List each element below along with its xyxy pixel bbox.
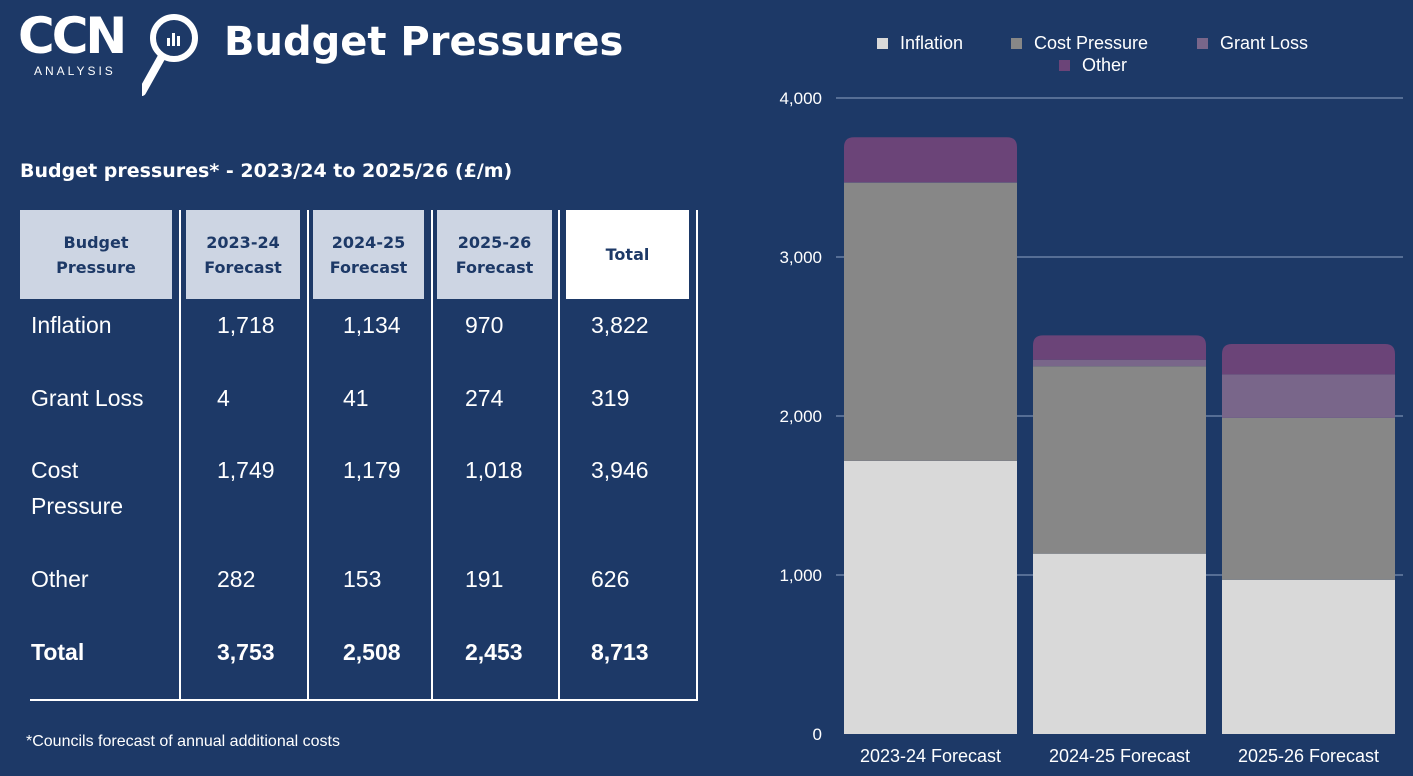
table-cell-total: 3,753 [217,639,275,665]
legend-label: Grant Loss [1220,33,1308,53]
legend-label: Inflation [900,33,963,53]
y-tick-label: 4,000 [779,89,822,108]
table-cell: 191 [465,566,504,592]
bar-segment-inflation [1033,553,1206,734]
page-title: Budget Pressures [224,19,624,65]
table-bottom-rule [30,699,698,701]
table-cell: 1,718 [217,312,275,338]
header-2024-25: 2024-25 Forecast [313,210,424,299]
x-tick-label: 2023-24 Forecast [860,746,1001,766]
row-label-cost-pressure: Cost Pressure [31,457,124,519]
x-tick-label: 2024-25 Forecast [1049,746,1190,766]
footnote: *Councils forecast of annual additional … [26,733,340,750]
y-tick-label: 1,000 [779,566,822,585]
table-divider [696,210,698,700]
y-tick-label: 2,000 [779,407,822,426]
table-cell: 3,946 [591,457,649,483]
table-cell: 1,018 [465,457,523,483]
ccn-logo: CCN ANALYSIS [16,6,201,96]
table-cell: 282 [217,566,256,592]
bar-segment-grant-loss [1033,359,1206,367]
row-label-inflation: Inflation [31,312,112,338]
magnifier-icon [142,14,198,96]
y-tick-label: 0 [813,725,822,744]
legend-label: Other [1082,55,1127,75]
row-label-other: Other [31,566,89,592]
header-2023-24: 2023-24 Forecast [186,210,300,299]
table-divider [307,210,309,700]
bar-segment-grant-loss [844,182,1017,183]
table-cell: 1,179 [343,457,401,483]
header-budget-pressure: Budget Pressure [20,210,172,299]
table-divider [179,210,181,700]
table-cell: 319 [591,385,630,411]
table-divider [431,210,433,700]
table-cell: 41 [343,385,369,411]
legend-swatch [877,38,888,49]
bar-segment-other [1033,335,1206,360]
legend-swatch [1011,38,1022,49]
header-total: Total [566,210,689,299]
header-2025-26: 2025-26 Forecast [437,210,552,299]
bar-segment-inflation [1222,579,1395,734]
bar-segment-inflation [844,460,1017,734]
y-tick-label: 3,000 [779,248,822,267]
table-cell: 1,749 [217,457,275,483]
table-title: Budget pressures* - 2023/24 to 2025/26 (… [20,160,513,182]
table-cell-total: 2,508 [343,639,401,665]
bar-segment-cost-pressure [1033,366,1206,554]
bar-segment-cost-pressure [1222,417,1395,580]
logo-subtext: ANALYSIS [34,64,116,78]
bar-segment-cost-pressure [844,182,1017,461]
table-cell: 153 [343,566,382,592]
legend-label: Cost Pressure [1034,33,1148,53]
bar-segment-grant-loss [1222,374,1395,418]
legend-swatch [1197,38,1208,49]
table-cell: 274 [465,385,504,411]
table-cell: 970 [465,312,504,338]
table-cell: 1,134 [343,312,401,338]
table-cell: 4 [217,385,230,411]
table-cell-total: 8,713 [591,639,649,665]
row-label-total: Total [31,639,85,665]
table-cell: 3,822 [591,312,649,338]
table-cell-total: 2,453 [465,639,523,665]
bar-segment-other [844,137,1017,183]
bar-segment-other [1222,343,1395,375]
table-divider [558,210,560,700]
logo-text: CCN [18,7,127,65]
x-tick-label: 2025-26 Forecast [1238,746,1379,766]
stacked-bar-chart: 0 1,000 2,000 3,000 4,000 2023-24 Forecast 202… [779,33,1403,766]
legend-swatch [1059,60,1070,71]
row-label-grant-loss: Grant Loss [31,385,144,411]
table-cell: 626 [591,566,630,592]
